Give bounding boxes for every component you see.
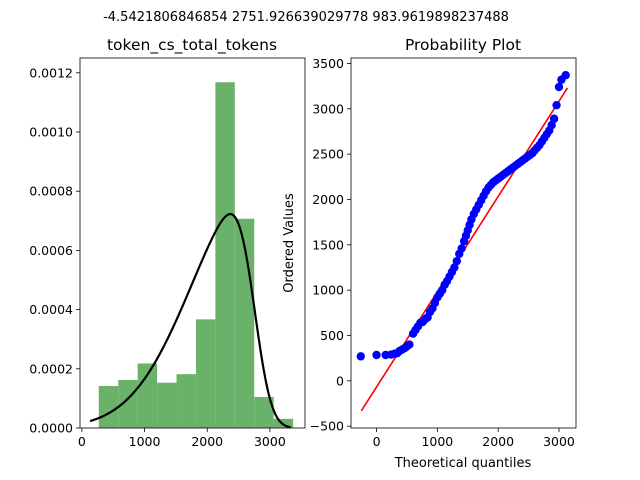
probability-points — [356, 71, 570, 361]
probability-y-tick-label-8: 3500 — [312, 56, 344, 71]
histogram-bar-3 — [157, 382, 177, 428]
figure-suptitle: -4.5421806846854 2751.926639029778 983.9… — [103, 10, 509, 25]
probability-point-29 — [452, 256, 462, 266]
probability-point-71 — [552, 100, 561, 110]
histogram-x-tick-label-3: 3000 — [254, 434, 286, 449]
histogram-panel: token_cs_total_tokens 0 1000 2000 3000 0.000… — [29, 36, 306, 449]
probability-x-tick-label-3: 3000 — [543, 434, 575, 449]
probability-x-tick-label-2: 2000 — [482, 434, 514, 449]
probability-point-10 — [405, 340, 414, 349]
probability-plot-title: Probability Plot — [405, 36, 521, 54]
histogram-bar-0 — [98, 385, 119, 428]
histogram-y-tick-label-5: 0.0010 — [29, 125, 73, 140]
histogram-y-tick-label-6: 0.0012 — [29, 65, 73, 80]
histogram-x-tick-label-0: 0 — [78, 434, 86, 449]
probability-y-tick-label-5: 2000 — [312, 192, 344, 207]
probability-point-0 — [356, 352, 365, 361]
histogram-title: token_cs_total_tokens — [107, 36, 277, 55]
probability-y-tick-label-2: 500 — [320, 328, 344, 343]
probability-point-1 — [372, 350, 381, 360]
probability-y-tick-label-0: −500 — [310, 419, 344, 434]
histogram-y-tick-label-2: 0.0004 — [29, 302, 73, 317]
probability-point-72 — [554, 82, 564, 92]
histogram-y-tick-label-3: 0.0006 — [29, 243, 73, 258]
probability-point-70 — [549, 114, 559, 123]
histogram-y-tick-label-4: 0.0008 — [29, 184, 73, 199]
probability-point-69 — [547, 120, 556, 130]
probability-axes: 0 1000 2000 3000 −500 0 500 1000 1500 2000 2500 300… — [310, 56, 575, 449]
histogram-bars — [98, 82, 294, 429]
probability-y-axis-label: Ordered Values — [282, 193, 297, 293]
probability-y-tick-label-4: 1500 — [312, 237, 344, 252]
histogram-x-tick-label-1: 1000 — [129, 434, 161, 449]
probability-point-74 — [561, 71, 570, 80]
histogram-x-tick-label-2: 2000 — [191, 434, 223, 449]
probability-x-axis-label: Theoretical quantiles — [394, 456, 532, 471]
histogram-fit-curve-group — [89, 212, 291, 429]
histogram-bar-8 — [254, 396, 274, 428]
histogram-bar-2 — [137, 363, 158, 428]
histogram-bar-5 — [195, 319, 216, 428]
probability-y-tick-label-1: 0 — [336, 373, 344, 388]
probability-y-tick-label-6: 2500 — [312, 147, 344, 162]
probability-y-tick-label-3: 1000 — [312, 283, 344, 298]
probability-x-tick-label-1: 1000 — [421, 434, 453, 449]
probability-x-tick-label-0: 0 — [373, 434, 381, 449]
histogram-axes: 0 1000 2000 3000 0.0000 0.0002 0.0004 0.0006 0.0… — [29, 65, 286, 449]
probability-plot-frame — [350, 57, 577, 429]
histogram-fit-curve — [89, 212, 291, 429]
histogram-plot-frame — [79, 57, 306, 429]
histogram-bar-6 — [215, 82, 235, 429]
histogram-y-tick-label-0: 0.0000 — [29, 421, 73, 436]
probability-point-28 — [450, 263, 459, 272]
histogram-bar-4 — [176, 374, 196, 428]
histogram-y-tick-label-1: 0.0002 — [29, 361, 73, 376]
probability-plot-panel: Probability Plot 0 1000 2000 3000 −500 0 500 10… — [282, 36, 577, 471]
probability-y-tick-label-7: 3000 — [312, 101, 344, 116]
probability-point-31 — [457, 244, 466, 253]
